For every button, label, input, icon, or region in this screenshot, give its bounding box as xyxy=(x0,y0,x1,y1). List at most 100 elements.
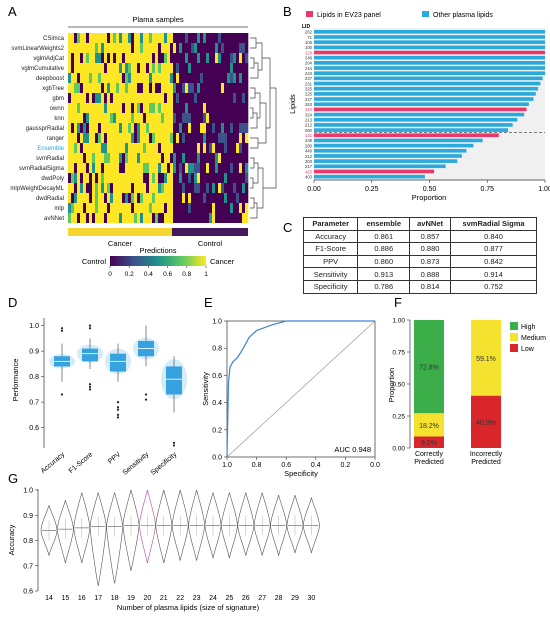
bar xyxy=(314,169,435,174)
bar xyxy=(314,66,545,70)
stacked-segment xyxy=(414,320,444,414)
table-cell: 0.873 xyxy=(409,254,451,269)
y-tick-label: 0.00 xyxy=(392,446,405,453)
y-axis-title: Lipids xyxy=(288,94,297,114)
table-row: PPV 0.860 0.873 0.842 xyxy=(302,254,537,269)
x-tick-label: 14 xyxy=(45,595,53,602)
lid-label: 403 xyxy=(305,174,313,179)
table-cell: 0.888 xyxy=(409,267,451,281)
heatmap-row-label: gaussprRadial xyxy=(26,126,64,132)
panel-e-roc-curve: 1.0 0.8 0.6 0.4 0.2 0.0 0.0 0.2 0.4 0.6 0.8 1.0 AUC… xyxy=(201,319,380,479)
outlier-point xyxy=(60,327,64,330)
colorbar xyxy=(110,256,206,266)
legend-label-ev23: Lipids in EV23 panel xyxy=(317,12,381,19)
violin xyxy=(221,492,238,559)
x-tick-label: 23 xyxy=(193,595,201,602)
segment-label: 9.0% xyxy=(421,440,437,447)
x-tick-label: 20 xyxy=(144,595,152,602)
y-tick-label: 1.00 xyxy=(392,318,405,325)
y-tick-label: 1.0 xyxy=(23,488,33,495)
lid-label: 213 xyxy=(305,118,313,123)
heatmap-row-label: Ensemble xyxy=(37,146,64,152)
heatmap-row-label: vglmCumulative xyxy=(21,66,64,72)
heatmap-row-label: deepboost xyxy=(36,76,64,82)
stacked-segment xyxy=(471,320,501,396)
y-tick-label: 0.6 xyxy=(29,425,39,432)
panel-label-g: G xyxy=(8,471,18,486)
x-tick-label: 0.25 xyxy=(365,186,379,193)
bar xyxy=(314,86,539,91)
panel-label-f: F xyxy=(394,295,402,310)
outlier-point xyxy=(116,401,120,404)
x-axis-title: Proportion xyxy=(412,193,447,202)
y-tick-label: 0.0 xyxy=(212,455,222,462)
table-cell: 0.860 xyxy=(357,254,411,269)
table-cell: 0.842 xyxy=(450,254,537,269)
panel-d-boxplot: 0.6 0.7 0.8 0.9 1.0 Accuracy F1-Score PPV Sensi… xyxy=(11,318,187,477)
outlier-point xyxy=(172,444,176,447)
bar xyxy=(314,123,513,127)
panel-label-a: A xyxy=(8,4,17,19)
bar xyxy=(314,35,545,39)
stacked-segment xyxy=(414,436,444,448)
lid-header: LID xyxy=(302,24,310,30)
violin xyxy=(303,497,320,554)
heatmap-row-label: svmLinearWeights2 xyxy=(11,46,64,52)
legend-label: Medium xyxy=(521,335,546,342)
lid-label: 212 xyxy=(305,154,313,159)
bar xyxy=(314,133,499,138)
y-axis-title: Sensitivity xyxy=(201,372,210,406)
bar xyxy=(314,154,462,158)
y-tick-label: 0.7 xyxy=(29,400,39,407)
group-bar-cancer xyxy=(68,228,172,236)
colorbar-tick-label: 0 xyxy=(108,271,112,278)
table-cell: 0.914 xyxy=(450,267,537,281)
legend-label: High xyxy=(521,324,536,331)
panel-a-heatmap: Plama samples CSimca svmLinearWeights2 vgl… xyxy=(10,15,277,278)
bar xyxy=(314,164,446,169)
x-tick-label: 24 xyxy=(209,595,217,602)
x-tick-label: Predicted xyxy=(414,459,444,466)
x-tick-label: 26 xyxy=(242,595,250,602)
outlier-point xyxy=(116,406,120,409)
auc-label: AUC 0.948 xyxy=(334,445,371,454)
outlier-point xyxy=(60,393,64,396)
violin xyxy=(237,492,255,556)
bar xyxy=(314,102,529,107)
x-tick-label: 1.00 xyxy=(538,186,550,193)
segment-label: 40.9% xyxy=(476,420,496,427)
y-axis-title: Accuracy xyxy=(7,524,16,555)
y-tick-label: 0.8 xyxy=(212,346,222,353)
x-tick-label: 28 xyxy=(275,595,283,602)
violin xyxy=(204,492,222,559)
lid-label: 105 xyxy=(305,40,313,45)
table-cell: 0.752 xyxy=(450,279,537,294)
bar xyxy=(314,107,527,112)
outlier-point xyxy=(88,383,92,386)
x-tick-label: 17 xyxy=(94,595,102,602)
x-tick-label: Correctly xyxy=(415,451,444,458)
outlier-point xyxy=(116,416,120,419)
x-tick-label: 16 xyxy=(78,595,86,602)
lid-label: 248 xyxy=(305,55,313,60)
y-tick-label: 0.4 xyxy=(212,400,222,407)
lid-label: 325 xyxy=(305,87,313,92)
panel-g-violin: 0.6 0.7 0.8 0.9 1.0 14 15 16 17 18 19 20 21 22 23 24 25… xyxy=(7,488,320,612)
lid-label: 423 xyxy=(305,169,313,174)
heatmap-cells xyxy=(68,33,249,223)
violin xyxy=(40,505,58,556)
x-tick-label: 22 xyxy=(176,595,184,602)
y-tick-label: 0.25 xyxy=(392,414,405,421)
heatmap-row-label: gbm xyxy=(52,96,64,102)
y-tick-label: 0.8 xyxy=(29,374,39,381)
y-tick-label: 1.0 xyxy=(212,319,222,326)
bar xyxy=(314,76,543,81)
x-tick-label: 0.4 xyxy=(311,462,321,469)
outlier-point xyxy=(116,413,120,416)
table-row: Sensitivity 0.913 0.888 0.914 xyxy=(302,267,537,281)
x-tick-label: 18 xyxy=(111,595,119,602)
x-tick-label: 0.0 xyxy=(370,462,380,469)
lid-label: 410 xyxy=(305,107,313,112)
heatmap-row-label: mlpWeightDecayML xyxy=(10,186,64,192)
y-tick-label: 1.0 xyxy=(29,323,39,330)
